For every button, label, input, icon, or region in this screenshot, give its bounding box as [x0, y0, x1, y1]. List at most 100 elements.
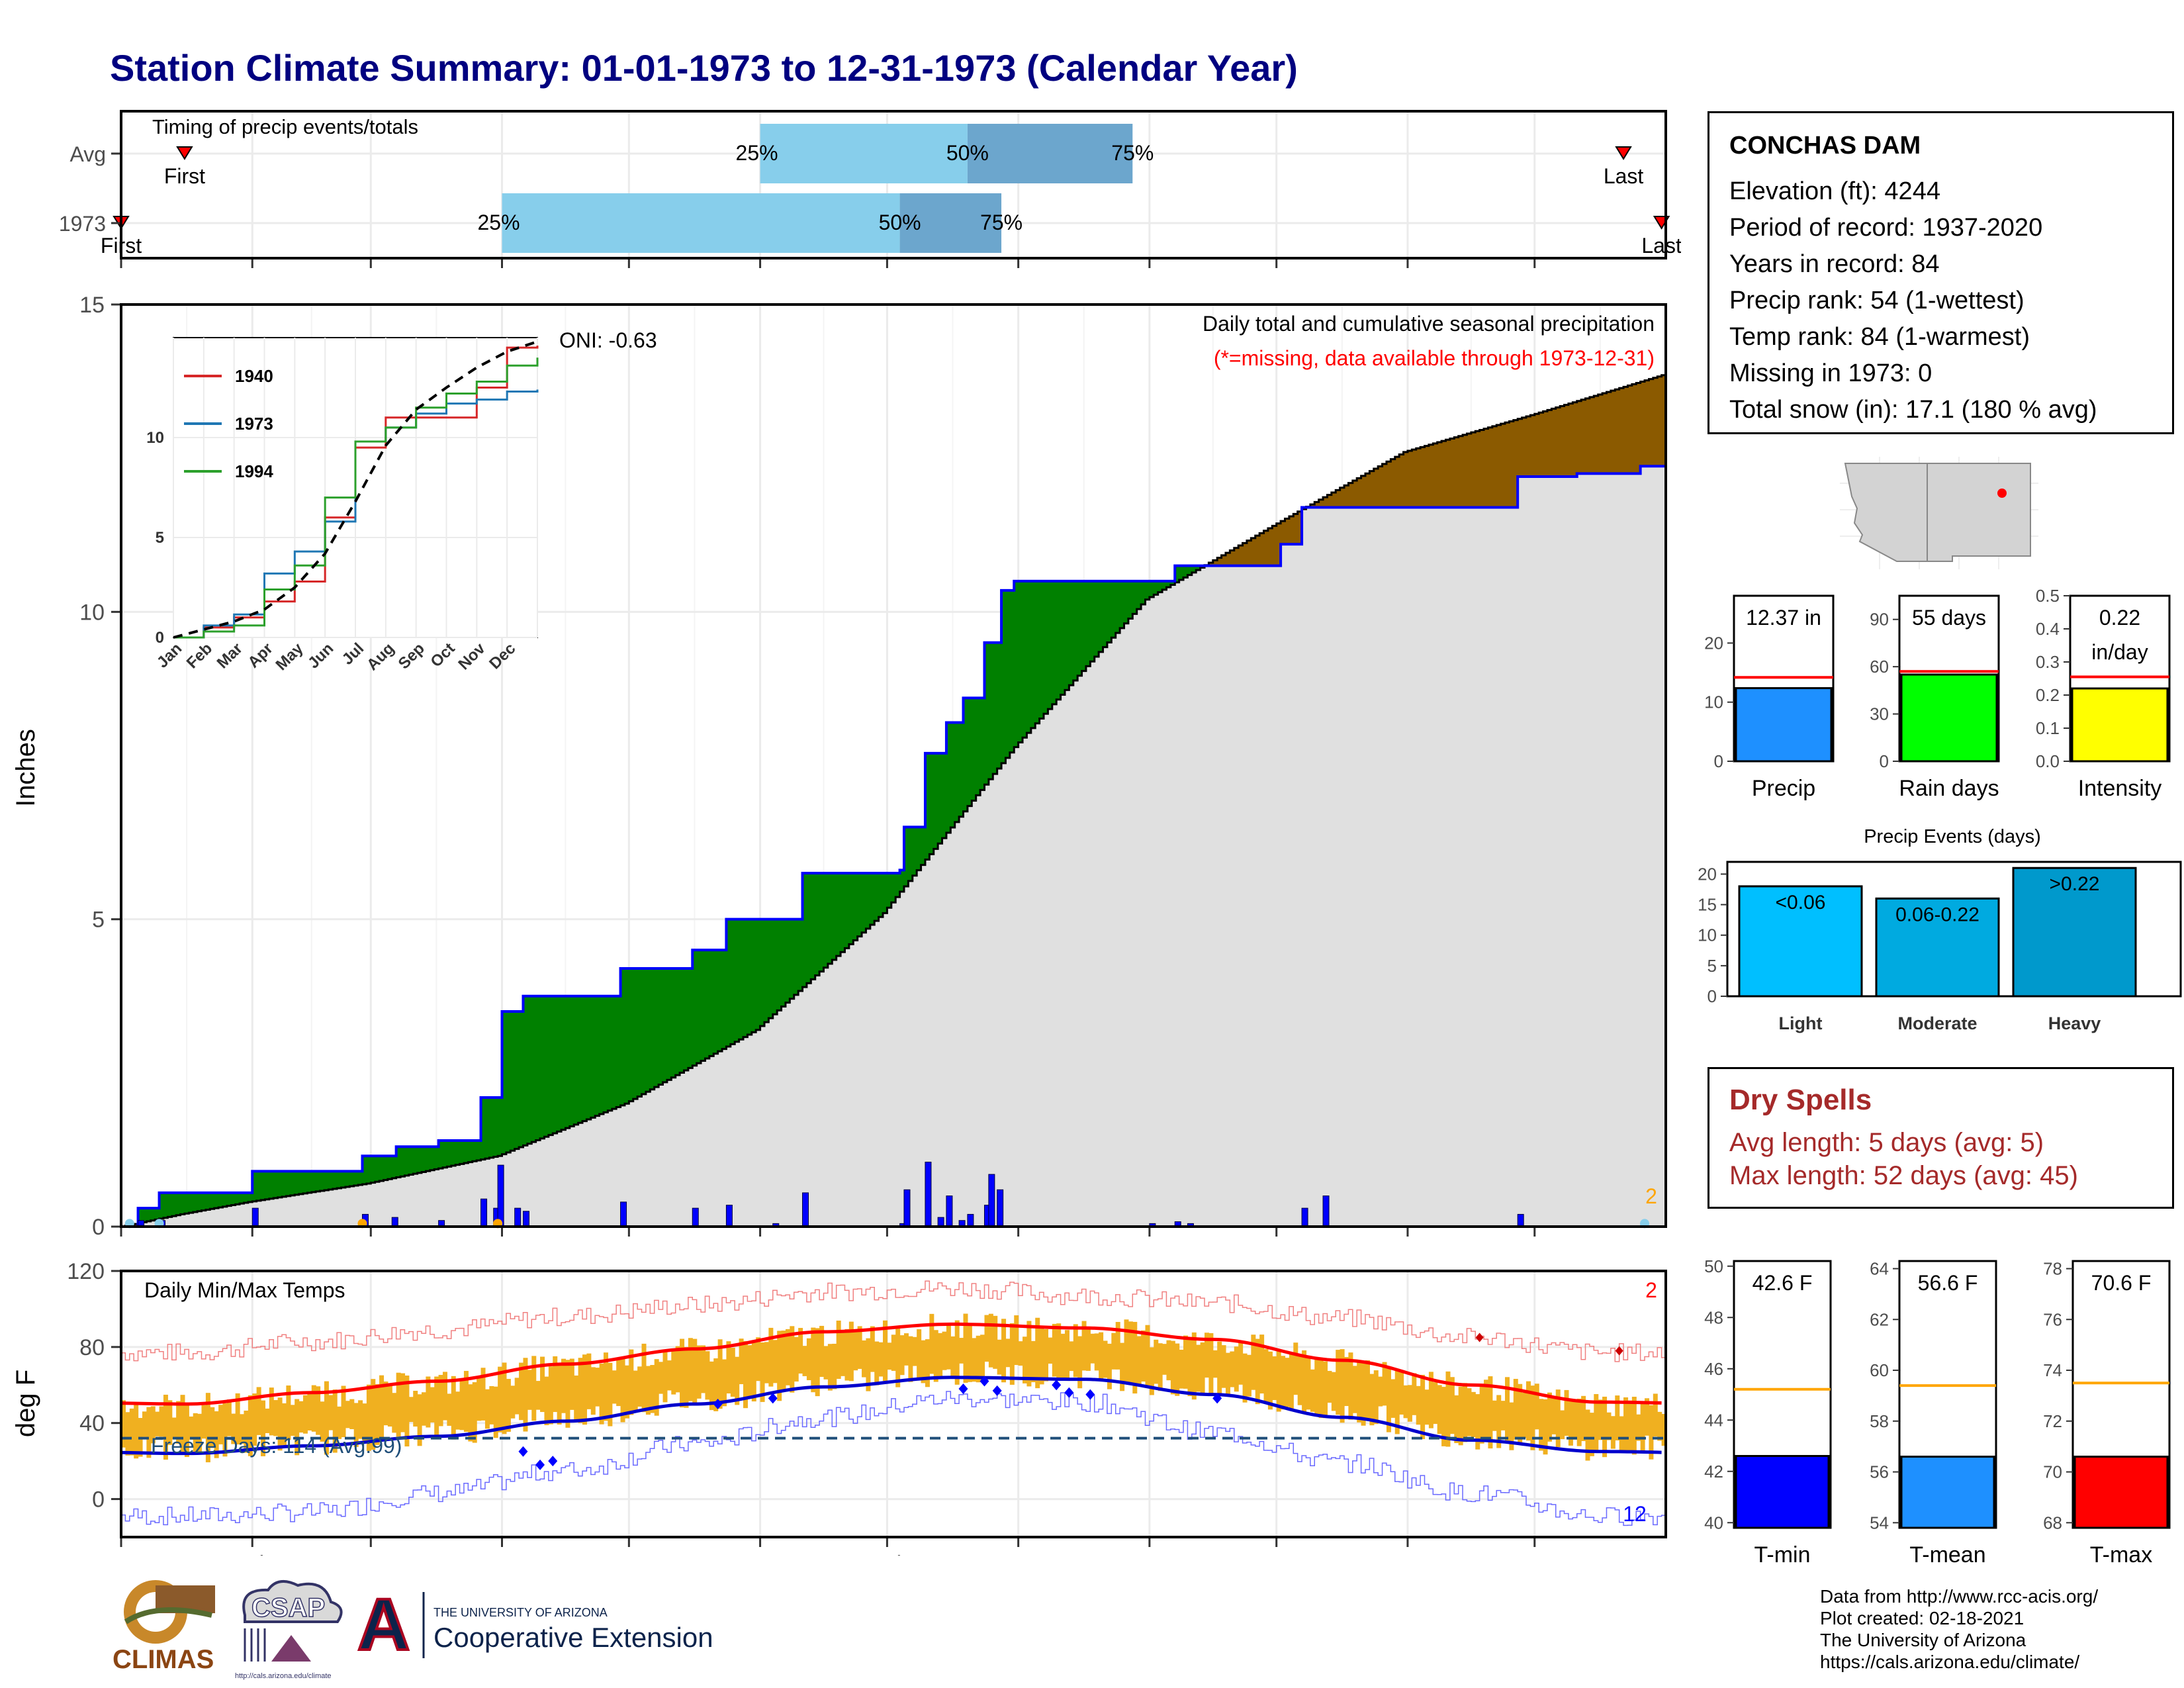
temps-month-label: Nov [1388, 1552, 1428, 1556]
new-mexico-shape [1927, 463, 2031, 562]
above-normal-area [138, 507, 1306, 1223]
daily-range-bar [853, 1331, 858, 1371]
daily-range-bar [375, 1384, 380, 1445]
timing-bar-q25-q50 [502, 193, 900, 253]
freeze-days-label: Freeze Days: 114 (Avg:99) [151, 1434, 402, 1458]
dry-spells-avg: Avg length: 5 days (avg: 5) [1729, 1128, 2044, 1157]
timing-last-marker [1615, 146, 1632, 160]
temps-month-label: Aug [998, 1552, 1038, 1556]
daily-range-bar [1373, 1370, 1379, 1425]
station-missing: Missing in 1973: 0 [1729, 359, 1933, 387]
daily-range-bar [468, 1384, 473, 1442]
daily-range-bar [1238, 1341, 1244, 1385]
daily-range-bar [1390, 1379, 1396, 1418]
summary-value-label: 0.22 [2099, 606, 2140, 630]
daily-range-bar [332, 1389, 338, 1453]
daily-range-bar [1365, 1360, 1370, 1420]
daily-range-bar [950, 1336, 956, 1378]
daily-range-bar [620, 1358, 625, 1423]
daily-range-bar [1471, 1391, 1476, 1437]
ua-bottom-text: Cooperative Extension [433, 1622, 713, 1653]
daily-range-bar [827, 1344, 833, 1391]
daily-range-bar [498, 1366, 503, 1432]
record-high-marker [1615, 1346, 1623, 1356]
station-period: Period of record: 1937-2020 [1729, 214, 2043, 242]
daily-range-bar [692, 1338, 698, 1405]
daily-range-bar [451, 1376, 456, 1440]
precip-frame [120, 303, 1667, 1228]
daily-range-bar [590, 1367, 596, 1415]
daily-range-bar [244, 1410, 249, 1453]
daily-range-bar [442, 1372, 447, 1421]
daily-range-bar [1657, 1411, 1662, 1441]
daily-range-bar [1424, 1389, 1430, 1425]
summary-category-label: T-max [2090, 1542, 2152, 1568]
temps-month-label: Feb [233, 1552, 272, 1556]
daily-range-bar [848, 1321, 854, 1382]
station-info-box: CONCHAS DAM Elevation (ft): 4244 Period … [1707, 111, 2174, 434]
daily-range-bar [1005, 1338, 1011, 1368]
record-tmin-line [121, 1391, 1666, 1526]
daily-range-bar [1623, 1397, 1629, 1452]
daily-range-bar [1416, 1385, 1421, 1425]
daily-range-bar [426, 1376, 431, 1428]
daily-range-bar [1259, 1335, 1265, 1394]
record-low-marker [768, 1393, 778, 1404]
daily-range-bar [917, 1329, 922, 1379]
daily-range-bar [823, 1346, 829, 1380]
daily-range-bar [1094, 1333, 1099, 1371]
summary-y-tick-label: 42 [1704, 1462, 1723, 1481]
daily-range-bar [240, 1414, 245, 1444]
timing-q50-label: 50% [879, 211, 921, 234]
daily-range-bar [1276, 1349, 1281, 1412]
daily-range-bar [1352, 1366, 1357, 1413]
daily-range-bar [1449, 1377, 1455, 1434]
events-bar-label: >0.22 [2050, 873, 2100, 895]
daily-range-bar [811, 1327, 816, 1393]
daily-range-bar [1128, 1321, 1133, 1383]
daily-range-bar [1589, 1413, 1594, 1456]
snow-count-label: 2 [1645, 1184, 1657, 1208]
temps-y-tick-label: 80 [79, 1335, 105, 1360]
daily-range-bar [189, 1416, 194, 1440]
daily-precip-bar [391, 1217, 398, 1227]
observed-cumulative-line [121, 465, 1666, 1228]
daily-range-bar [1636, 1414, 1641, 1441]
events-y-tick-label: 20 [1698, 864, 1717, 884]
summary-y-tick-label: 46 [1704, 1359, 1723, 1379]
daily-range-bar [1267, 1351, 1273, 1410]
daily-range-bar [726, 1341, 731, 1394]
cumulative-precip-chart: 2 Daily total and cumulative seasonal pre… [11, 293, 1667, 1240]
daily-range-bar [908, 1336, 913, 1382]
csap-logo: CSAP http://cals.arizona.edu/climate [235, 1579, 343, 1680]
daily-range-bar [1196, 1344, 1201, 1392]
daily-range-bar [1200, 1342, 1205, 1393]
inset-legend-label: 1940 [235, 366, 273, 386]
daily-range-bar [844, 1329, 850, 1381]
daily-range-bar [675, 1346, 680, 1393]
daily-range-bar [235, 1393, 240, 1445]
daily-range-bar [184, 1405, 189, 1458]
daily-range-bar [1576, 1398, 1582, 1446]
inset-average-line [173, 340, 538, 639]
daily-range-bar [862, 1340, 867, 1378]
daily-range-bar [222, 1403, 228, 1457]
summary-bar [1900, 1456, 1995, 1529]
daily-range-bar [519, 1362, 524, 1421]
timing-row-label: Avg [69, 142, 106, 166]
daily-range-bar [819, 1325, 825, 1378]
daily-range-bar [988, 1313, 993, 1368]
daily-range-bar [836, 1320, 841, 1379]
precip-y-tick-label: 15 [79, 293, 105, 318]
daily-range-bar [1594, 1393, 1599, 1452]
precip-chart-title: Daily total and cumulative seasonal prec… [1203, 312, 1655, 336]
summary-y-tick-label: 74 [2043, 1360, 2062, 1380]
daily-range-bar [290, 1405, 295, 1436]
daily-range-bar [379, 1375, 385, 1440]
daily-range-bar [743, 1340, 748, 1409]
daily-range-bar [612, 1370, 617, 1404]
summary-y-tick-label: 10 [1704, 692, 1723, 712]
daily-range-bar [980, 1335, 985, 1380]
average-tmax-line [120, 1322, 1662, 1406]
